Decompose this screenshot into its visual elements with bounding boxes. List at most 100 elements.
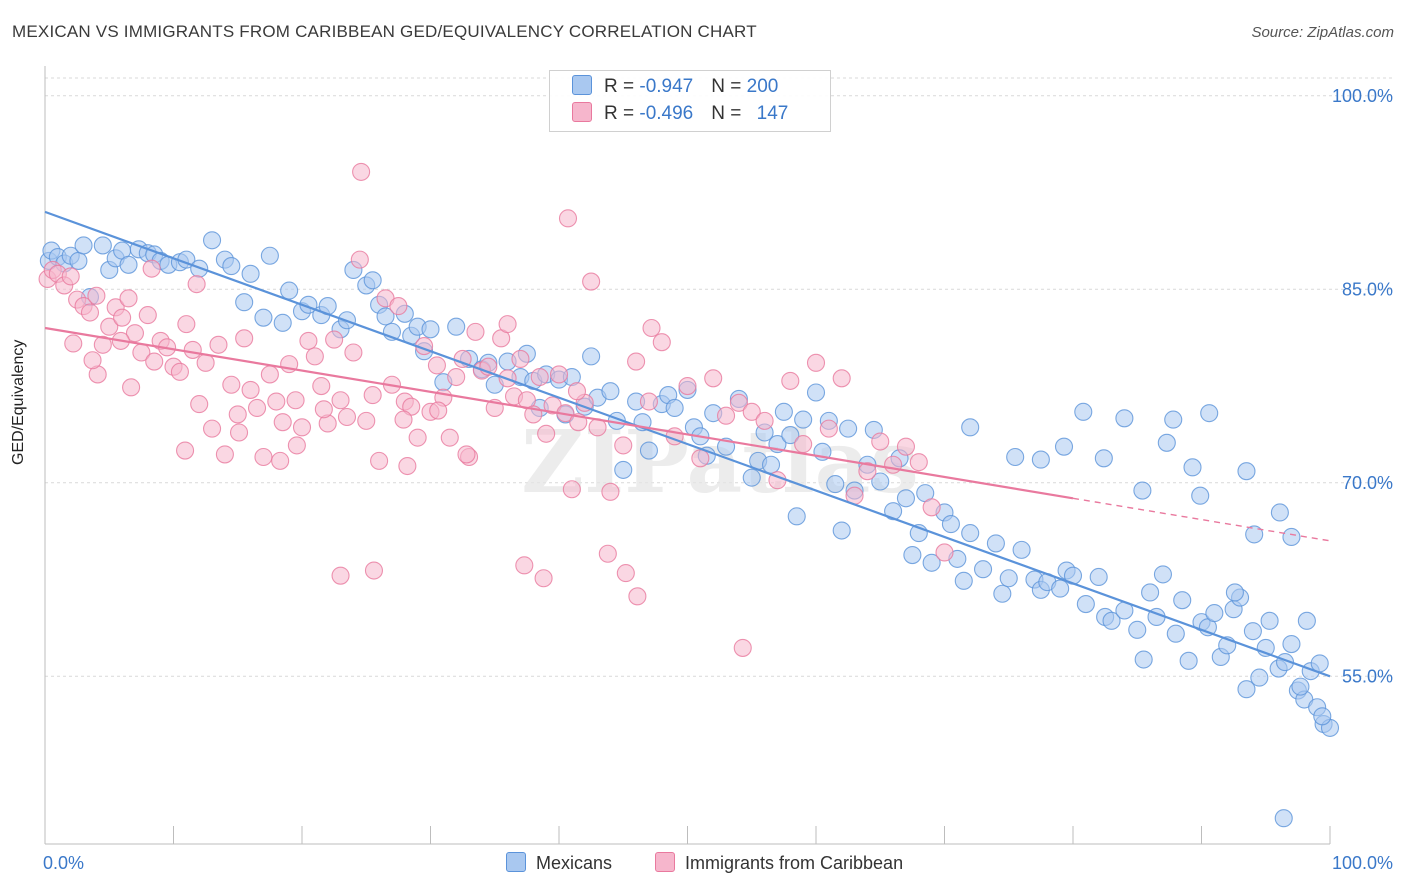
caribbean-point xyxy=(733,638,752,657)
caribbean-point xyxy=(215,445,234,464)
caribbean-point xyxy=(627,352,646,371)
mexicans-point xyxy=(1054,437,1074,456)
mexicans-point xyxy=(273,313,292,332)
mexicans-point xyxy=(1245,525,1264,544)
mexicans-point xyxy=(254,308,273,327)
caribbean-point xyxy=(498,315,517,334)
caribbean-point xyxy=(209,335,228,354)
caribbean-point xyxy=(896,437,916,456)
correlation-legend: R = -0.947 N = 200 R = -0.496 N = 147 xyxy=(549,70,831,132)
caribbean-point xyxy=(691,449,710,468)
mexicans-point xyxy=(1157,433,1176,452)
caribbean-point xyxy=(534,569,553,588)
caribbean-point xyxy=(729,393,748,412)
caribbean-point xyxy=(567,382,587,401)
mexicans-point xyxy=(903,545,922,565)
x-tick-label-left: 0.0% xyxy=(43,853,84,873)
caribbean-point xyxy=(794,435,813,454)
mexicans-point xyxy=(954,571,973,590)
mexicans-point xyxy=(1141,583,1160,602)
caribbean-point xyxy=(935,543,954,562)
mexicans-point xyxy=(1313,707,1332,726)
mexicans-point xyxy=(241,264,260,283)
mexicans-point xyxy=(639,441,659,460)
mexicans-point xyxy=(1282,527,1301,547)
chart-title: MEXICAN VS IMMIGRANTS FROM CARIBBEAN GED… xyxy=(12,22,757,41)
caribbean-point xyxy=(229,423,249,442)
mexicans-point xyxy=(787,507,806,526)
mexicans-point xyxy=(447,317,466,336)
bottom-legend-mexicans: Mexicans xyxy=(506,852,612,874)
mexicans-point xyxy=(941,515,960,534)
mexicans-point xyxy=(1237,680,1256,699)
mexicans-point xyxy=(1102,611,1121,630)
mexicans-point xyxy=(582,347,601,366)
mexicans-point xyxy=(832,521,851,540)
caribbean-point xyxy=(247,398,267,418)
mexicans-point xyxy=(1237,462,1256,481)
caribbean-point xyxy=(806,353,826,372)
mexicans-point xyxy=(1183,458,1202,477)
mexicans-point xyxy=(376,307,395,326)
caribbean-point xyxy=(642,318,661,338)
caribbean-point xyxy=(190,395,209,414)
caribbean-point xyxy=(352,162,371,181)
mexicans-point xyxy=(614,460,633,479)
caribbean-trend-line xyxy=(44,326,1074,500)
caribbean-point xyxy=(177,315,196,334)
caribbean-point xyxy=(267,392,286,411)
bottom-legend-swatch-caribbean xyxy=(655,852,675,872)
mexicans-point xyxy=(1173,591,1192,610)
mexicans-point xyxy=(1012,540,1031,559)
caribbean-point xyxy=(331,566,350,585)
caribbean-point xyxy=(100,317,119,336)
caribbean-point xyxy=(305,347,324,366)
caribbean-point xyxy=(639,392,659,411)
caribbean-point xyxy=(909,453,928,472)
mexicans-point xyxy=(1243,622,1262,641)
caribbean-point xyxy=(530,367,549,387)
caribbean-point xyxy=(228,405,247,424)
caribbean-point xyxy=(582,272,601,291)
mexicans-point xyxy=(986,534,1005,553)
legend-r-value: -0.947 xyxy=(639,76,694,97)
y-tick-label: 85.0% xyxy=(1342,279,1393,299)
mexicans-point xyxy=(421,320,440,339)
mexicans-point xyxy=(993,584,1012,603)
caribbean-point xyxy=(457,445,476,464)
caribbean-point xyxy=(125,324,144,343)
caribbean-point xyxy=(187,275,206,294)
caribbean-point xyxy=(614,436,633,455)
mexicans-point xyxy=(74,236,93,255)
caribbean-point xyxy=(558,209,578,228)
caribbean-point xyxy=(145,352,164,371)
caribbean-point xyxy=(363,386,382,405)
caribbean-point xyxy=(398,456,417,476)
caribbean-point xyxy=(394,410,413,429)
caribbean-point xyxy=(678,376,697,396)
mexicans-point xyxy=(1291,677,1310,696)
mexicans-point xyxy=(1200,404,1219,423)
mexicans-point xyxy=(1260,611,1279,630)
mexicans-point xyxy=(93,236,112,255)
mexicans-point xyxy=(794,410,813,429)
caribbean-point xyxy=(440,428,459,447)
mexicans-point xyxy=(601,382,620,401)
caribbean-point xyxy=(652,333,671,352)
mexicans-point xyxy=(896,489,916,508)
mexicans-point xyxy=(1074,402,1093,421)
caribbean-point xyxy=(222,375,241,394)
y-tick-label: 100.0% xyxy=(1332,86,1393,106)
legend-n-label: N = xyxy=(711,103,747,124)
caribbean-point xyxy=(196,353,215,372)
caribbean-point xyxy=(447,367,466,387)
caribbean-point xyxy=(466,322,485,341)
caribbean-point xyxy=(598,544,617,563)
mexicans-point xyxy=(1191,486,1210,505)
caribbean-trend-line-extension xyxy=(1072,497,1331,542)
mexicans-point xyxy=(922,553,941,572)
caribbean-point xyxy=(781,371,800,390)
caribbean-point xyxy=(871,432,890,451)
bottom-legend-caribbean: Immigrants from Caribbean xyxy=(655,852,903,874)
